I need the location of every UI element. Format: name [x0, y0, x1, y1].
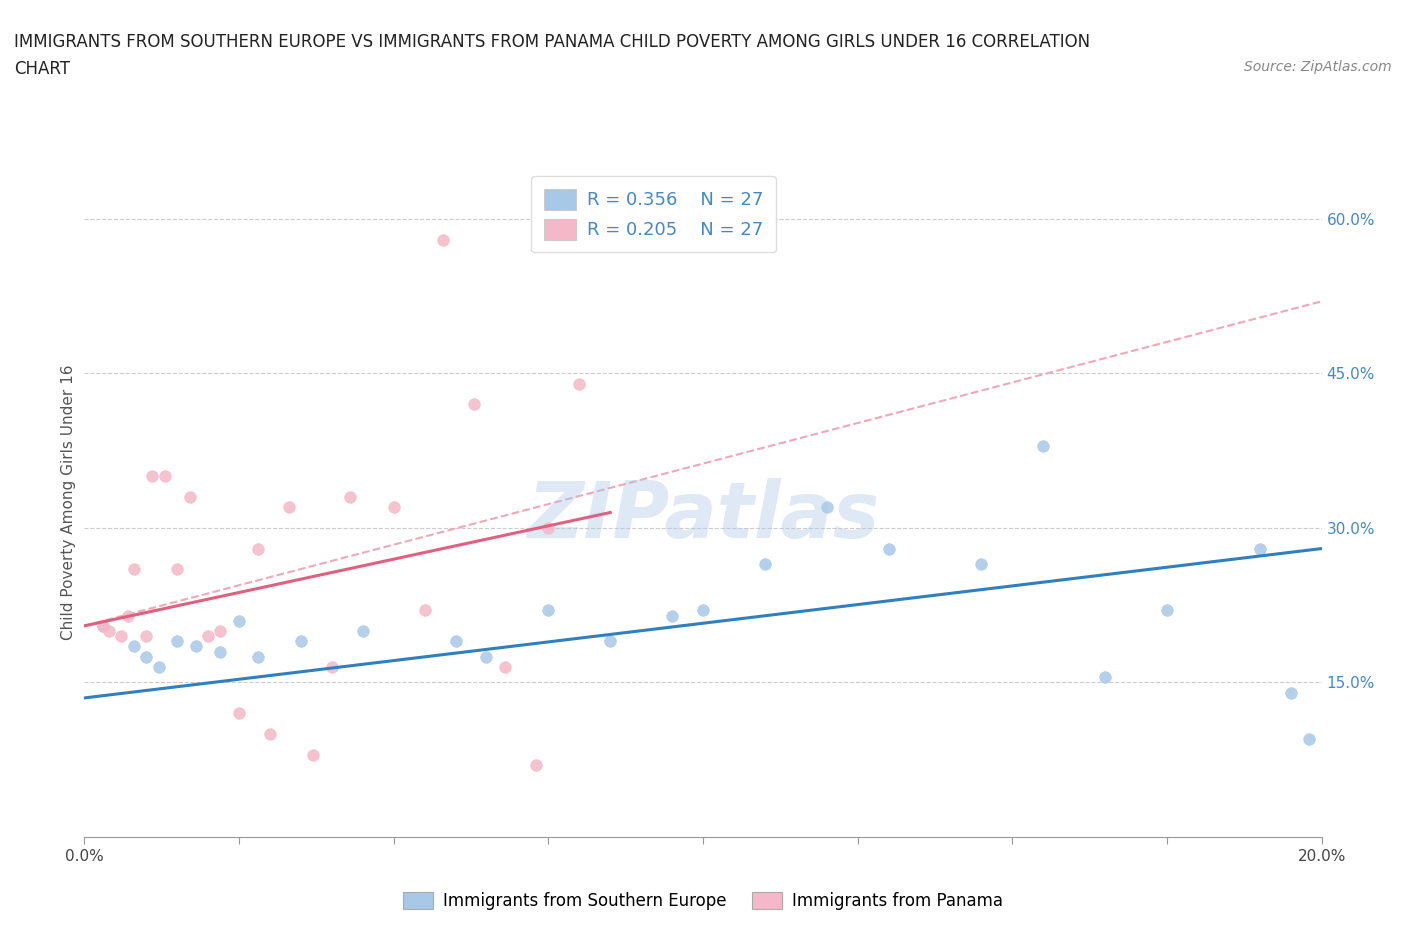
Point [277, 500, 299, 515]
Point [754, 556, 776, 571]
Text: ZIPatlas: ZIPatlas [527, 478, 879, 553]
Text: Source: ZipAtlas.com: Source: ZipAtlas.com [1244, 60, 1392, 74]
Legend: R = 0.356    N = 27, R = 0.205    N = 27: R = 0.356 N = 27, R = 0.205 N = 27 [531, 177, 776, 252]
Point [692, 603, 714, 618]
Point [413, 603, 436, 618]
Point [444, 634, 467, 649]
Point [117, 608, 139, 623]
Point [1032, 438, 1054, 453]
Point [339, 489, 361, 504]
Point [877, 541, 900, 556]
Point [209, 644, 232, 659]
Point [228, 613, 250, 628]
Point [122, 639, 145, 654]
Point [537, 603, 560, 618]
Point [524, 757, 547, 772]
Point [1279, 685, 1302, 700]
Point [110, 629, 132, 644]
Point [122, 562, 145, 577]
Point [148, 659, 170, 674]
Y-axis label: Child Poverty Among Girls Under 16: Child Poverty Among Girls Under 16 [60, 365, 76, 640]
Point [135, 629, 157, 644]
Point [179, 489, 201, 504]
Point [302, 747, 325, 762]
Point [246, 649, 269, 664]
Legend: Immigrants from Southern Europe, Immigrants from Panama: Immigrants from Southern Europe, Immigra… [396, 885, 1010, 917]
Point [432, 232, 454, 247]
Point [815, 500, 838, 515]
Point [475, 649, 498, 664]
Point [135, 649, 157, 664]
Point [463, 397, 485, 412]
Point [91, 618, 114, 633]
Point [599, 634, 621, 649]
Point [166, 634, 188, 649]
Point [494, 659, 516, 674]
Point [166, 562, 188, 577]
Point [661, 608, 683, 623]
Point [197, 629, 219, 644]
Point [537, 521, 560, 536]
Point [321, 659, 343, 674]
Point [970, 556, 993, 571]
Point [290, 634, 312, 649]
Point [352, 623, 374, 638]
Point [246, 541, 269, 556]
Point [98, 623, 121, 638]
Point [1156, 603, 1178, 618]
Point [91, 618, 114, 633]
Point [141, 469, 163, 484]
Text: IMMIGRANTS FROM SOUTHERN EUROPE VS IMMIGRANTS FROM PANAMA CHILD POVERTY AMONG GI: IMMIGRANTS FROM SOUTHERN EUROPE VS IMMIG… [14, 33, 1090, 50]
Text: CHART: CHART [14, 60, 70, 78]
Point [1249, 541, 1271, 556]
Point [1298, 732, 1320, 747]
Point [228, 706, 250, 721]
Point [568, 377, 591, 392]
Point [184, 639, 207, 654]
Point [382, 500, 405, 515]
Point [153, 469, 176, 484]
Point [1094, 670, 1116, 684]
Point [259, 726, 281, 741]
Point [209, 623, 232, 638]
